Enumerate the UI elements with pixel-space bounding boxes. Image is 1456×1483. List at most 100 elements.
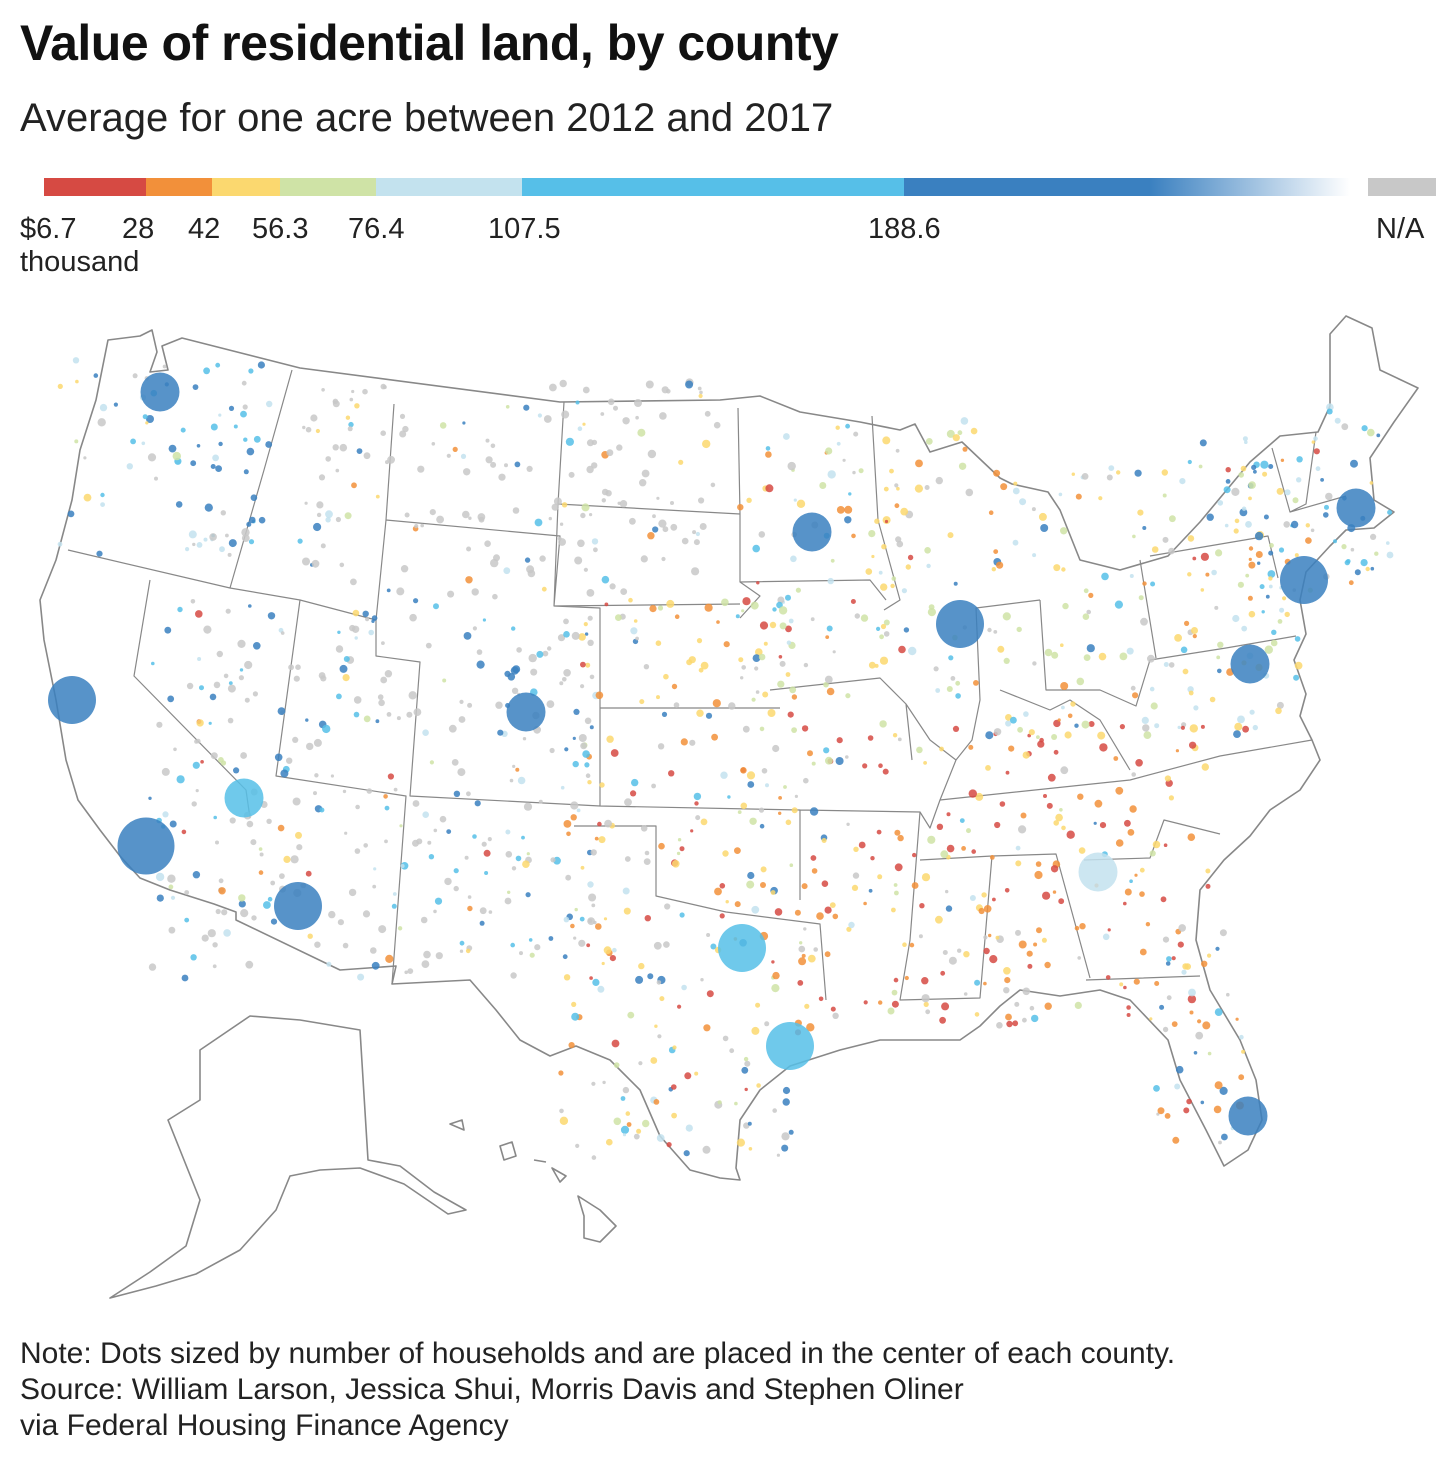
county-dot	[218, 413, 222, 417]
county-dot	[332, 398, 339, 404]
county-dot	[935, 688, 941, 693]
county-dot	[258, 847, 263, 851]
county-dot	[1164, 775, 1171, 782]
county-dot	[238, 675, 244, 681]
county-dot	[511, 687, 519, 694]
county-dot	[1094, 799, 1103, 808]
county-dot	[580, 684, 585, 689]
county-dot	[563, 631, 570, 638]
county-dot	[830, 558, 835, 563]
county-dot	[580, 512, 586, 519]
county-dot	[578, 633, 586, 641]
county-dot	[935, 915, 943, 924]
county-dot	[1129, 574, 1134, 578]
county-dot	[1074, 925, 1080, 931]
county-dot	[1099, 743, 1108, 752]
county-dot	[1160, 896, 1167, 903]
county-dot	[638, 1061, 643, 1066]
county-dot	[918, 934, 923, 939]
county-dot	[1305, 537, 1312, 544]
county-dot	[921, 873, 931, 882]
county-dot	[703, 1024, 711, 1032]
county-dot	[778, 811, 782, 815]
county-dot	[772, 1108, 777, 1113]
county-dot	[509, 778, 514, 783]
county-dot	[185, 547, 190, 552]
county-dot	[386, 712, 392, 717]
county-dot	[413, 598, 419, 604]
county-dot	[946, 429, 955, 438]
county-dot	[270, 918, 278, 925]
county-dot	[779, 660, 786, 667]
county-dot	[1257, 561, 1261, 565]
county-dot	[1036, 927, 1042, 934]
county-dot	[624, 856, 631, 862]
metro-dot	[117, 817, 175, 875]
legend-unit-label: thousand	[20, 246, 140, 278]
county-dot	[772, 744, 780, 753]
county-dot	[790, 555, 797, 563]
county-dot	[725, 900, 729, 904]
source-line-1: Source: William Larson, Jessica Shui, Mo…	[20, 1373, 964, 1406]
county-dot	[891, 989, 898, 996]
county-dot	[435, 952, 443, 960]
county-dot	[961, 846, 966, 851]
county-dot	[950, 676, 956, 681]
county-dot	[1003, 987, 1010, 994]
county-dot	[1081, 473, 1089, 480]
county-dot	[342, 674, 350, 682]
county-dot	[722, 850, 729, 857]
county-dot	[186, 682, 194, 690]
county-dot	[743, 1056, 749, 1062]
county-dot	[145, 421, 149, 425]
county-dot	[349, 397, 354, 402]
county-dot	[1268, 584, 1273, 589]
county-dot	[223, 673, 229, 679]
county-dot	[637, 428, 646, 437]
county-dot	[591, 439, 598, 446]
county-dot	[803, 777, 809, 784]
county-dot	[734, 847, 741, 854]
county-dot	[561, 502, 568, 508]
county-dot	[534, 518, 543, 527]
county-dot	[1333, 539, 1337, 544]
county-dot	[1060, 527, 1068, 535]
county-dot	[878, 763, 883, 768]
county-dot	[894, 829, 901, 836]
county-dot	[1139, 948, 1147, 956]
county-dot	[1255, 551, 1263, 558]
county-dot	[227, 717, 234, 724]
county-dot	[640, 825, 648, 832]
county-dot	[1344, 559, 1351, 566]
county-dot	[147, 453, 157, 462]
county-dot	[635, 415, 639, 420]
county-dot	[881, 544, 887, 550]
county-dot	[1142, 724, 1150, 732]
county-dot	[176, 775, 185, 784]
county-dot	[720, 771, 728, 779]
county-dot	[215, 465, 223, 472]
county-dot	[1305, 523, 1311, 528]
county-dot	[935, 476, 943, 485]
county-dot	[1221, 1133, 1228, 1141]
county-dot	[557, 634, 566, 642]
county-dot	[371, 961, 380, 970]
county-dot	[1181, 969, 1187, 975]
county-dot	[487, 837, 492, 842]
county-dot	[559, 1116, 569, 1126]
county-dot	[392, 892, 397, 896]
county-dot	[826, 687, 835, 696]
county-dot	[534, 944, 541, 951]
county-dot	[522, 860, 530, 868]
county-dot	[192, 542, 196, 547]
county-dot	[523, 404, 530, 411]
county-dot	[536, 650, 544, 658]
county-dot	[1207, 1051, 1212, 1056]
county-dot	[670, 501, 674, 505]
county-dot	[1005, 770, 1010, 775]
county-dot	[957, 430, 963, 436]
county-dot	[1004, 977, 1011, 984]
county-dot	[714, 887, 722, 896]
county-dot	[559, 522, 564, 526]
county-dot	[789, 863, 794, 867]
